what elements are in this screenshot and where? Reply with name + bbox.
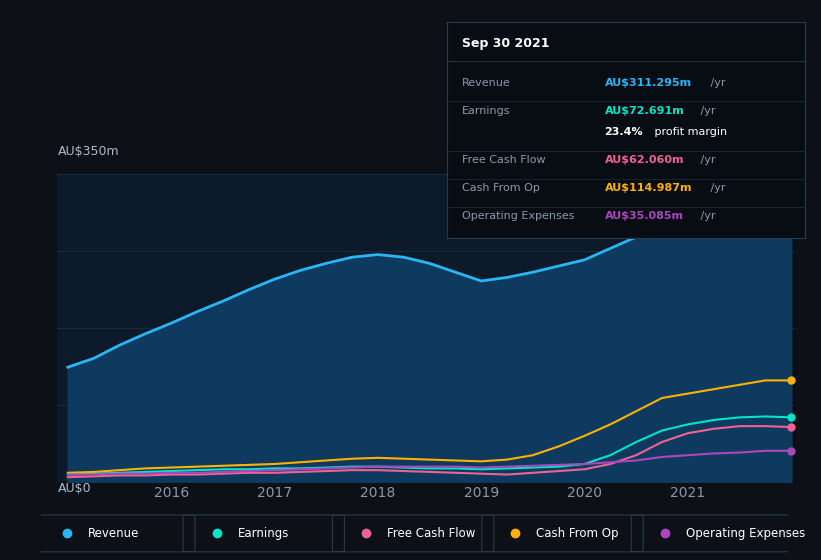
Text: AU$72.691m: AU$72.691m <box>604 106 685 116</box>
Text: Operating Expenses: Operating Expenses <box>461 212 574 221</box>
Text: Earnings: Earnings <box>237 527 289 540</box>
Text: Cash From Op: Cash From Op <box>461 184 539 193</box>
Text: Revenue: Revenue <box>88 527 140 540</box>
Text: AU$0: AU$0 <box>57 482 91 494</box>
Text: Free Cash Flow: Free Cash Flow <box>387 527 475 540</box>
Text: /yr: /yr <box>698 106 716 116</box>
Text: 23.4%: 23.4% <box>604 127 643 137</box>
Text: AU$311.295m: AU$311.295m <box>604 78 692 88</box>
Text: AU$350m: AU$350m <box>57 145 119 158</box>
Text: Revenue: Revenue <box>461 78 511 88</box>
Text: AU$62.060m: AU$62.060m <box>604 155 684 165</box>
Text: /yr: /yr <box>707 78 725 88</box>
Text: /yr: /yr <box>698 212 716 221</box>
Text: /yr: /yr <box>698 155 716 165</box>
Text: Cash From Op: Cash From Op <box>536 527 619 540</box>
Bar <box>688 174 812 482</box>
Text: Operating Expenses: Operating Expenses <box>686 527 805 540</box>
Text: profit margin: profit margin <box>651 127 727 137</box>
Text: Earnings: Earnings <box>461 106 510 116</box>
Text: Sep 30 2021: Sep 30 2021 <box>461 38 549 50</box>
Text: /yr: /yr <box>707 184 725 193</box>
Text: AU$35.085m: AU$35.085m <box>604 212 684 221</box>
Text: AU$114.987m: AU$114.987m <box>604 184 692 193</box>
Text: Free Cash Flow: Free Cash Flow <box>461 155 545 165</box>
